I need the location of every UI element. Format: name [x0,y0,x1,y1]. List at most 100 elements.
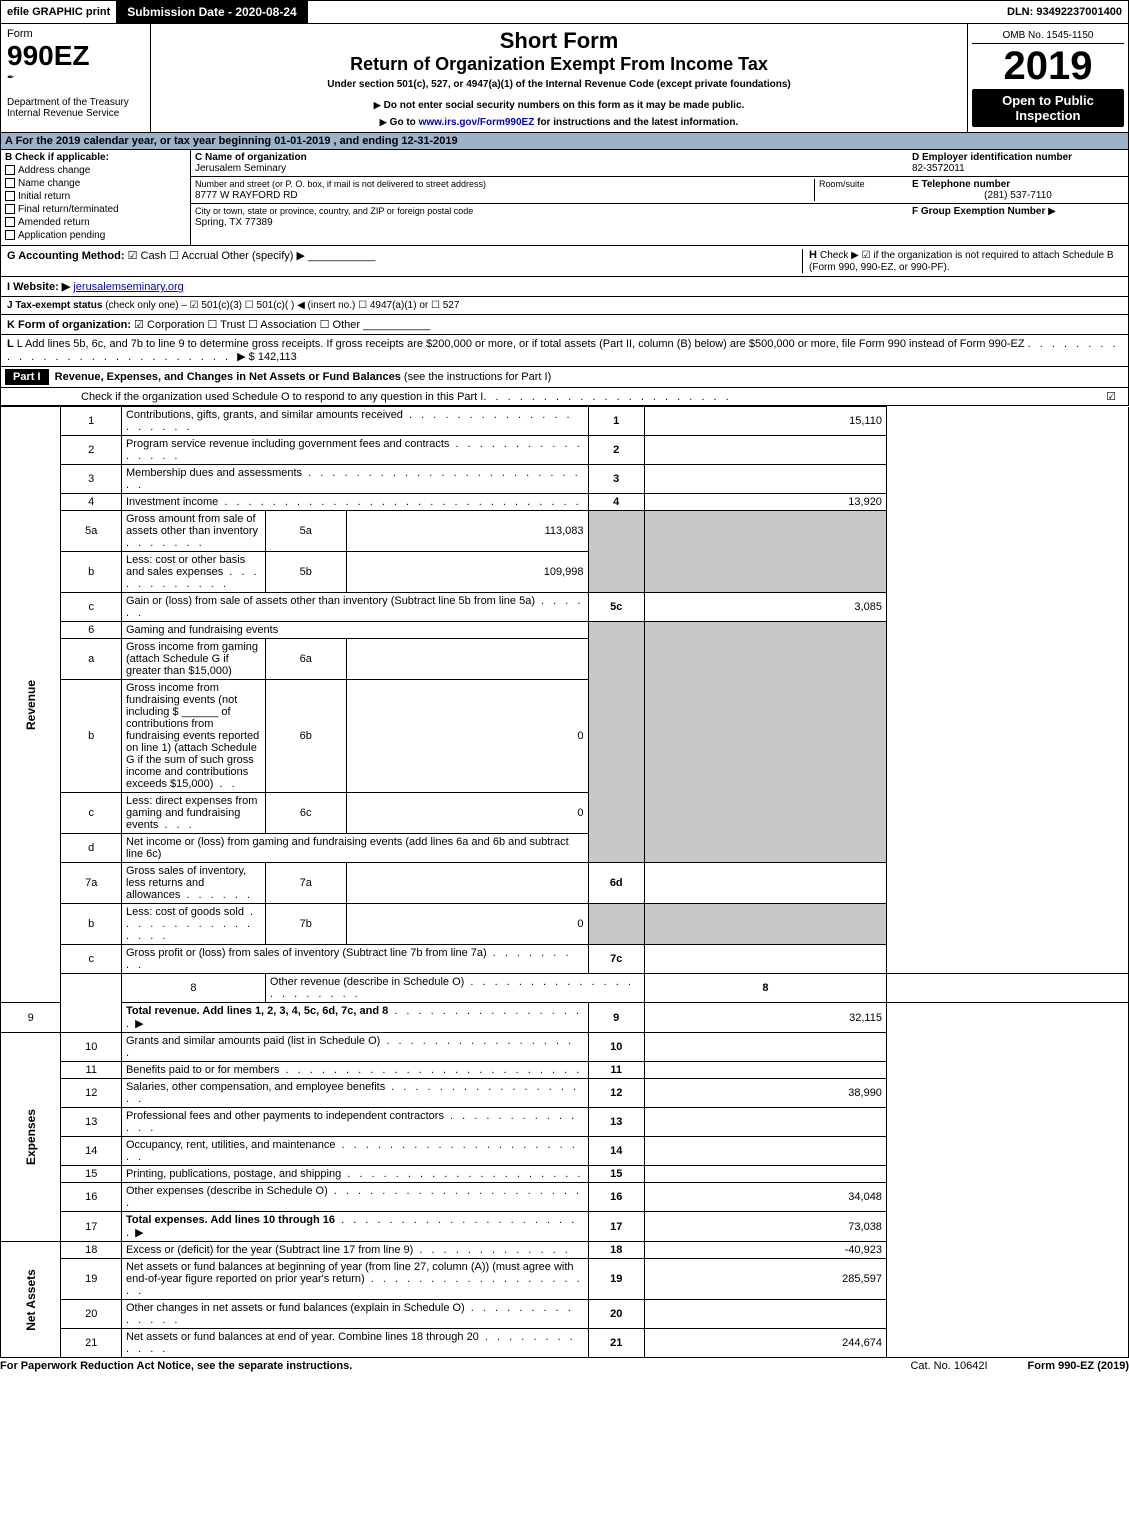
line-6d: dNet income or (loss) from gaming and fu… [1,834,1129,863]
header-left: Form 990EZ ✒ Department of the Treasury … [1,24,151,132]
line-18: Net Assets 18Excess or (deficit) for the… [1,1242,1129,1259]
chk-pending[interactable]: Application pending [5,230,186,241]
row-gh: G Accounting Method: ☑ Cash ☐ Accrual Ot… [0,246,1129,277]
website-label: I Website: ▶ [7,281,70,293]
gross-receipts: ▶ $ 142,113 [237,351,297,363]
header-right: OMB No. 1545-1150 2019 Open to Public In… [968,24,1128,132]
org-name: Jerusalem Seminary [195,163,286,174]
line-2: 2Program service revenue including gover… [1,436,1129,465]
part1-check-row: Check if the organization used Schedule … [0,388,1129,406]
ein-label: D Employer identification number [912,152,1072,163]
addr-label: Number and street (or P. O. box, if mail… [195,179,486,189]
lines-table: Revenue 1 Contributions, gifts, grants, … [0,406,1129,1358]
irs-label: Internal Revenue Service [7,108,144,119]
row-l-text: L Add lines 5b, 6c, and 7b to line 9 to … [17,338,1025,350]
arrow-icon [380,117,390,128]
top-bar: efile GRAPHIC print Submission Date - 20… [0,0,1129,24]
box-b: B Check if applicable: Address change Na… [1,150,191,245]
line-7b: bLess: cost of goods sold . . . . . . . … [1,904,1129,945]
line-11: 11Benefits paid to or for members . . . … [1,1062,1129,1079]
line-6a: aGross income from gaming (attach Schedu… [1,639,1129,680]
arrow-icon [374,100,384,111]
row-j: J Tax-exempt status (check only one) – ☑… [0,297,1129,315]
h-label: H [809,249,817,261]
tax-exempt-detail: (check only one) – ☑ 501(c)(3) ☐ 501(c)(… [105,300,459,311]
line-5b: bLess: cost or other basis and sales exp… [1,552,1129,593]
submission-button[interactable]: Submission Date - 2020-08-24 [117,1,306,23]
box-def: D Employer identification number 82-3572… [908,150,1128,245]
phone-label: E Telephone number [912,179,1010,190]
short-form-title: Short Form [159,28,959,54]
header-center: Short Form Return of Organization Exempt… [151,24,968,132]
line-19: 19Net assets or fund balances at beginni… [1,1259,1129,1300]
footer-mid: Cat. No. 10642I [910,1360,987,1372]
revenue-vlabel: Revenue [1,407,61,1003]
line-13: 13Professional fees and other payments t… [1,1108,1129,1137]
irs-link[interactable]: www.irs.gov/Form990EZ [419,117,535,128]
line-16: 16Other expenses (describe in Schedule O… [1,1183,1129,1212]
chk-cash[interactable]: ☑ Cash [128,250,167,262]
line-20: 20Other changes in net assets or fund ba… [1,1300,1129,1329]
line-14: 14Occupancy, rent, utilities, and mainte… [1,1137,1129,1166]
tax-year: 2019 [972,44,1124,89]
line-7c: cGross profit or (loss) from sales of in… [1,945,1129,974]
part1-paren: (see the instructions for Part I) [404,371,551,383]
arrow-icon: ▶ [1048,206,1056,217]
footer: For Paperwork Reduction Act Notice, see … [0,1358,1129,1374]
other-specify: Other (specify) ▶ [221,250,305,262]
line-9: 9Total revenue. Add lines 1, 2, 3, 4, 5c… [1,1003,1129,1033]
tax-exempt-label: J Tax-exempt status [7,300,102,311]
row-k: K Form of organization: ☑ Corporation ☐ … [0,315,1129,335]
dept-label: Department of the Treasury [7,97,144,108]
row-l: L L Add lines 5b, 6c, and 7b to line 9 t… [0,335,1129,367]
subtitle: Under section 501(c), 527, or 4947(a)(1)… [159,79,959,90]
line-17: 17Total expenses. Add lines 10 through 1… [1,1212,1129,1242]
group-exempt-label: F Group Exemption Number [912,206,1045,217]
netassets-vlabel: Net Assets [1,1242,61,1358]
row-a-tax-year: A For the 2019 calendar year, or tax yea… [0,133,1129,150]
line-5c: cGain or (loss) from sale of assets othe… [1,593,1129,622]
chk-accrual[interactable]: ☐ Accrual [169,250,218,262]
chk-name[interactable]: Name change [5,178,186,189]
form-word: Form [7,28,144,40]
city-label: City or town, state or province, country… [195,206,473,216]
line-6b: bGross income from fundraising events (n… [1,680,1129,793]
expenses-vlabel: Expenses [1,1033,61,1242]
form-number: 990EZ [7,40,144,72]
chk-amended[interactable]: Amended return [5,217,186,228]
ein-value: 82-3572011 [912,163,965,174]
submission-date: Submission Date - 2020-08-24 [117,1,307,23]
dot-leader: . . . . . . . . . . . . . . . . . . . . … [483,391,731,403]
box-b-label: B Check if applicable: [5,152,109,163]
accounting-label: G Accounting Method: [7,250,125,262]
line-15: 15Printing, publications, postage, and s… [1,1166,1129,1183]
line-8: 8Other revenue (describe in Schedule O) … [1,974,1129,1003]
warn-text: Do not enter social security numbers on … [384,100,745,111]
part1-header: Part I Revenue, Expenses, and Changes in… [0,367,1129,388]
open-public-badge: Open to Public Inspection [972,89,1124,127]
form-org-opts: ☑ Corporation ☐ Trust ☐ Association ☐ Ot… [134,319,360,331]
chk-initial[interactable]: Initial return [5,191,186,202]
org-city: Spring, TX 77389 [195,217,273,228]
part1-check-text: Check if the organization used Schedule … [81,391,483,403]
line-1: Revenue 1 Contributions, gifts, grants, … [1,407,1129,436]
footer-right: Form 990-EZ (2019) [1028,1360,1129,1372]
form-org-label: K Form of organization: [7,319,131,331]
h-text: Check ▶ ☑ if the organization is not req… [809,250,1114,273]
line-4: 4Investment income . . . . . . . . . . .… [1,494,1129,511]
website-link[interactable]: jerusalemseminary.org [73,281,183,293]
line-5a: 5aGross amount from sale of assets other… [1,511,1129,552]
footer-left: For Paperwork Reduction Act Notice, see … [0,1360,352,1372]
chk-address[interactable]: Address change [5,165,186,176]
row-i: I Website: ▶ jerusalemseminary.org [0,277,1129,297]
main-title: Return of Organization Exempt From Incom… [159,54,959,75]
org-name-label: C Name of organization [195,152,307,163]
phone-value: (281) 537-7110 [912,190,1124,201]
line-21: 21Net assets or fund balances at end of … [1,1329,1129,1358]
line-3: 3Membership dues and assessments . . . .… [1,465,1129,494]
part1-badge: Part I [5,369,49,385]
omb-number: OMB No. 1545-1150 [972,28,1124,44]
chk-final[interactable]: Final return/terminated [5,204,186,215]
part1-checkbox[interactable]: ☑ [1106,390,1116,403]
room-label: Room/suite [814,179,904,201]
